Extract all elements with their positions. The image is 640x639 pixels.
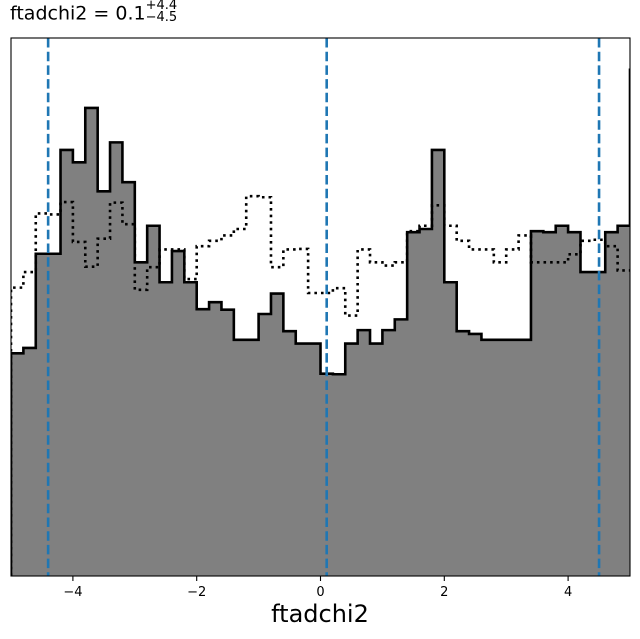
x-tick-label: 4 [564,585,572,600]
histogram-bar [295,343,309,576]
histogram-bar [444,282,458,576]
histogram-bar [134,262,148,576]
histogram-bar [320,373,334,576]
histogram-bar [308,343,322,576]
histogram-bar [85,107,99,576]
histogram-bar [431,149,445,576]
histogram-bar [270,293,284,576]
x-tick-label: −2 [187,585,206,600]
histogram-bar [60,149,74,576]
histogram-bar [97,191,111,576]
histogram-bar [419,228,433,576]
histogram-bar [23,347,37,576]
histogram-bar [605,232,619,576]
x-axis-label: ftadchi2 [271,600,369,628]
plot-area: −4 −2 0 2 4 [10,37,640,600]
histogram-bar [456,331,470,576]
histogram-bar [506,339,520,576]
histogram-bar [580,272,594,576]
chart-title: ftadchi2 = 0.1 +4.4 −4.5 [10,0,178,26]
title-lower-error: −4.5 [145,10,178,25]
histogram-bar [35,253,49,576]
histogram-bar [543,232,557,576]
histogram-bar [48,253,62,576]
title-error-stack: +4.4 −4.5 [146,0,178,24]
histogram-bar [530,231,544,576]
x-tick-label: 2 [440,585,448,600]
histogram-bar [283,331,297,576]
histogram-bar [617,225,630,576]
histogram-bar [394,319,408,576]
histogram-bar [568,232,582,576]
histogram-bar [357,330,371,576]
histogram-bar [493,339,507,576]
histogram-bar [11,353,24,576]
histogram-bar [469,333,483,576]
histogram-bar [258,313,272,576]
title-main: ftadchi2 = 0.1 [10,2,146,25]
histogram-bar [184,282,198,576]
title-upper-error: +4.4 [145,0,178,13]
histogram-bar [209,302,223,576]
histogram-bar [345,343,359,576]
histogram-bar [159,282,173,576]
histogram-bar [246,339,260,576]
x-tick-label: −4 [63,585,82,600]
x-tick-label: 0 [316,585,324,600]
histogram-bar [221,309,235,576]
histogram-bar [555,225,569,576]
histogram-bar [233,339,247,576]
histogram-outline [11,68,630,576]
histogram-bar [332,374,346,576]
histogram-bar [72,162,86,576]
histogram-bar [171,251,185,576]
histogram-bar [122,182,136,576]
histogram-bar [481,339,495,576]
histogram-bar [382,330,396,576]
histogram-bar [196,309,210,576]
histogram-bar [518,339,532,576]
histogram-bar [407,232,421,576]
dotted-histogram [11,194,630,576]
histogram-bar [110,142,124,576]
histogram-bar [147,225,161,576]
histogram-bar [630,70,640,576]
histogram-bar [370,343,383,576]
